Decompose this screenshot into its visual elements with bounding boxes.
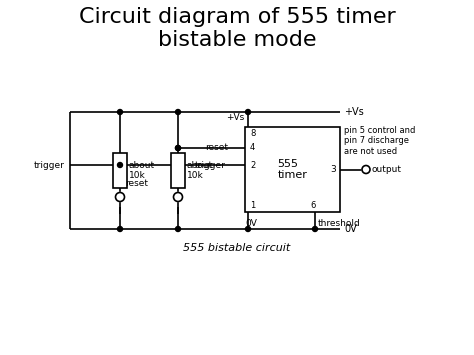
Text: about
10k: about 10k — [187, 161, 213, 180]
Text: 3: 3 — [330, 165, 336, 174]
Text: output: output — [372, 165, 402, 174]
Circle shape — [118, 163, 122, 168]
Text: 555
timer: 555 timer — [278, 159, 308, 180]
Text: reset: reset — [125, 180, 148, 189]
Circle shape — [118, 109, 122, 115]
Text: +Vs: +Vs — [226, 113, 244, 122]
Circle shape — [116, 192, 125, 202]
Circle shape — [175, 146, 181, 151]
Circle shape — [246, 109, 250, 115]
Circle shape — [246, 226, 250, 231]
Text: trigger: trigger — [195, 160, 226, 169]
Circle shape — [175, 226, 181, 231]
Text: 1: 1 — [250, 201, 255, 209]
Bar — [171, 153, 185, 188]
Circle shape — [173, 192, 182, 202]
Bar — [245, 127, 340, 212]
Circle shape — [312, 226, 318, 231]
Text: pin 5 control and
pin 7 discharge
are not used: pin 5 control and pin 7 discharge are no… — [344, 126, 415, 156]
Text: 8: 8 — [250, 130, 255, 138]
Circle shape — [175, 146, 181, 151]
Text: trigger: trigger — [34, 160, 65, 169]
Circle shape — [362, 165, 370, 174]
Text: 555 bistable circuit: 555 bistable circuit — [183, 243, 291, 253]
Circle shape — [118, 226, 122, 231]
Text: reset: reset — [205, 143, 228, 153]
Text: Circuit diagram of 555 timer
bistable mode: Circuit diagram of 555 timer bistable mo… — [79, 7, 395, 50]
Text: 4: 4 — [250, 143, 255, 153]
Text: 0V: 0V — [245, 219, 257, 228]
Circle shape — [175, 109, 181, 115]
Text: 2: 2 — [250, 160, 255, 169]
Text: 6: 6 — [310, 201, 315, 209]
Text: 0V: 0V — [344, 224, 357, 234]
Text: about
10k: about 10k — [129, 161, 155, 180]
Text: +Vs: +Vs — [344, 107, 364, 117]
Bar — [113, 153, 127, 188]
Text: threshold: threshold — [318, 219, 361, 228]
